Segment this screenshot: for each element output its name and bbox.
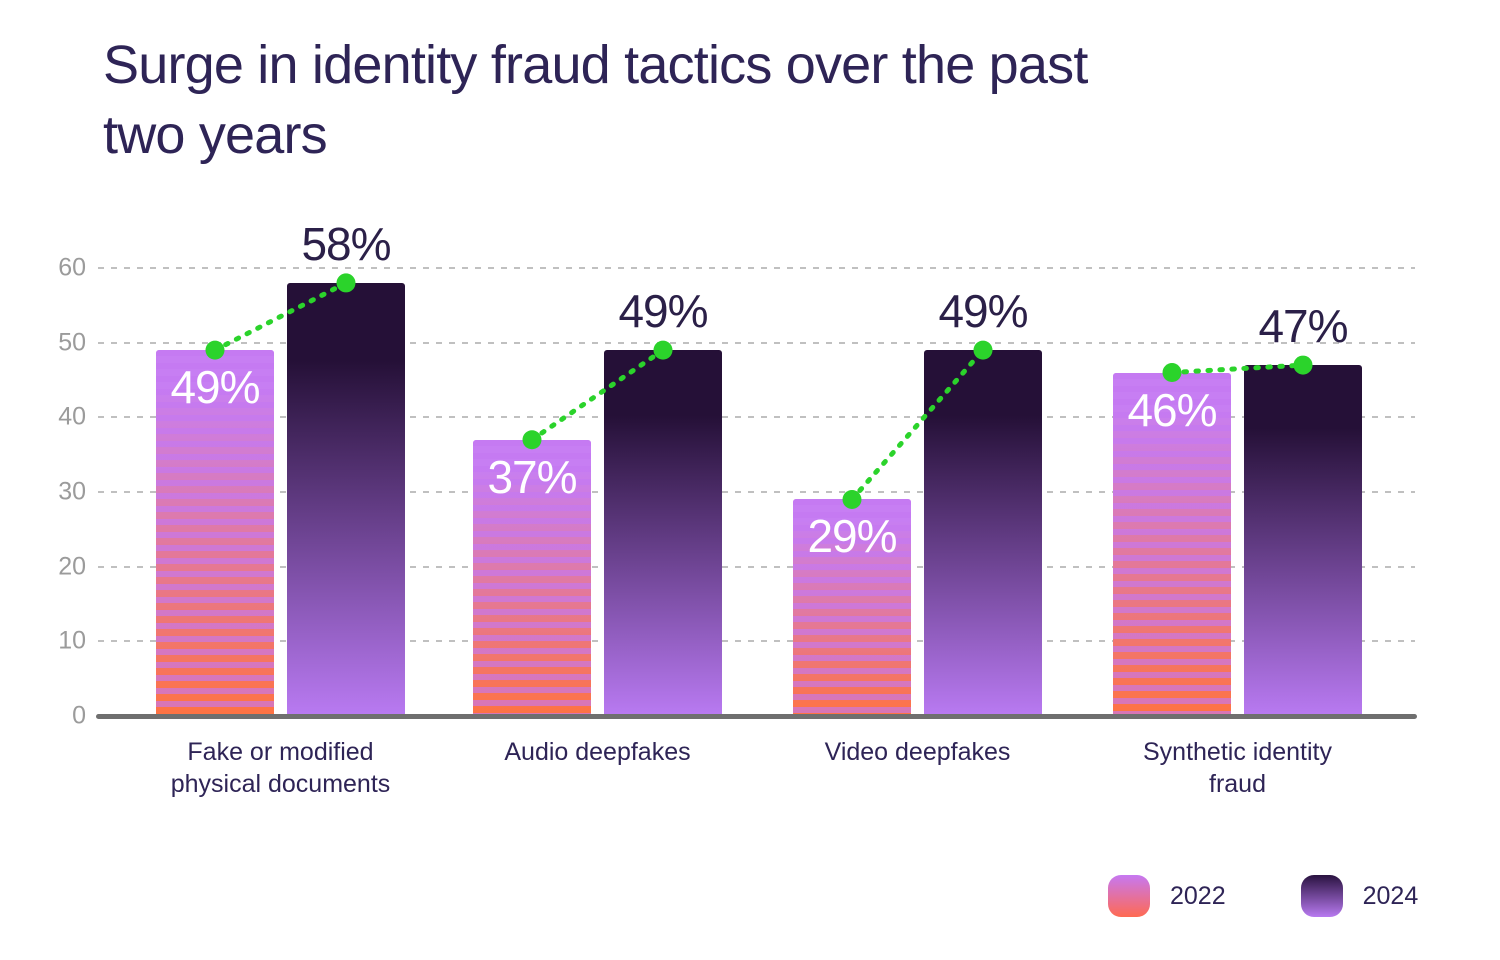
chart-title: Surge in identity fraud tactics over the… (103, 35, 1088, 165)
y-tick-label-50: 50 (58, 328, 86, 357)
x-category-label-group3: Video deepfakes (824, 738, 1011, 766)
gridline-50 (98, 341, 1415, 344)
value-label-2024-group3: 49% (938, 285, 1028, 338)
x-axis-line (96, 714, 1417, 719)
legend-label-2024: 2024 (1362, 881, 1419, 910)
bar-2024-group3 (924, 350, 1042, 716)
y-tick-label-40: 40 (58, 402, 86, 431)
legend-swatch-2024-icon (1300, 875, 1343, 917)
bar-2022-group3 (793, 499, 911, 716)
value-label-2024-group2: 49% (618, 285, 708, 338)
legend-label-2022: 2022 (1170, 881, 1226, 910)
y-tick-label-60: 60 (58, 253, 86, 282)
value-label-2022-group1: 49% (170, 361, 260, 414)
y-tick-label-30: 30 (58, 477, 86, 506)
value-label-2022-group4: 46% (1127, 383, 1217, 436)
gridline-30 (98, 491, 1415, 493)
legend-item-2022: 2022 (1108, 875, 1226, 917)
value-label-2022-group3: 29% (807, 510, 897, 563)
x-category-label-group4: Synthetic identity fraud (1143, 738, 1332, 798)
value-label-2022-group2: 37% (487, 450, 577, 503)
x-category-label-group2: Audio deepfakes (504, 738, 691, 766)
bar-2024-group4 (1244, 365, 1362, 716)
bar-2022-group4 (1113, 372, 1231, 717)
y-tick-label-20: 20 (58, 552, 86, 581)
bar-2022-group2 (473, 439, 591, 717)
gridline-10 (98, 640, 1415, 643)
gridline-20 (98, 565, 1415, 568)
plot-area: 0 10 20 30 40 50 60 49% 58% 37% 49% 29% 49% 46% 47% (58, 221, 1415, 728)
legend-item-2024: 2024 (1300, 875, 1419, 917)
x-category-label-group1: Fake or modified physical documents (170, 738, 391, 798)
y-tick-label-0: 0 (72, 701, 86, 730)
legend-swatch-2022-icon (1108, 875, 1150, 917)
gridline-40 (98, 416, 1415, 419)
bar-2022-group1 (156, 350, 274, 716)
gridline-60 (98, 267, 1415, 269)
bar-2024-group1 (287, 282, 405, 716)
value-label-2024-group4: 47% (1258, 300, 1348, 353)
y-tick-label-10: 10 (58, 626, 86, 655)
legend: 2022 2024 (1108, 875, 1418, 917)
value-label-2024-group1: 58% (301, 217, 391, 270)
bar-2024-group2 (604, 350, 722, 716)
